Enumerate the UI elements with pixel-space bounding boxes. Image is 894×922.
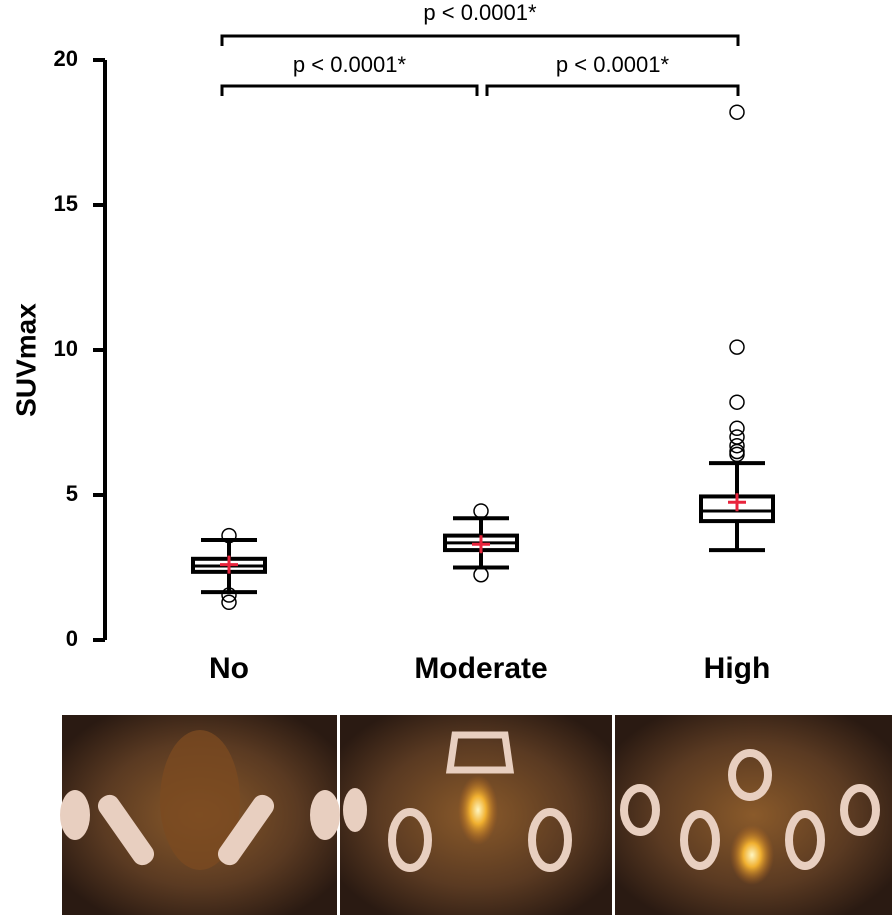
outlier: [729, 420, 745, 437]
outlier: [729, 339, 745, 355]
annotation: p < 0.0001*: [293, 52, 407, 77]
y-axis-label: SUVmax: [10, 303, 41, 417]
x-tick-label: Moderate: [414, 652, 547, 685]
y-tick-label: 15: [54, 191, 78, 216]
outlier: [221, 594, 237, 611]
outlier: [473, 503, 489, 519]
outlier: [729, 104, 745, 120]
mean-marker: [728, 493, 746, 512]
outlier: [473, 567, 489, 583]
mean-marker: [472, 535, 490, 554]
x-tick-label: High: [704, 652, 771, 685]
annotation: p < 0.0001*: [556, 52, 670, 77]
mean-marker: [220, 555, 238, 574]
outlier: [221, 587, 237, 603]
outlier: [221, 527, 237, 544]
outlier: [729, 394, 745, 410]
bracket: [485, 84, 740, 96]
y-tick-label: 10: [54, 336, 78, 361]
bracket: [220, 34, 740, 46]
ct-images: [60, 715, 892, 915]
outlier: [729, 446, 745, 463]
y-tick-label: 0: [66, 626, 78, 651]
outlier: [729, 429, 745, 445]
y-tick-label: 20: [54, 46, 78, 71]
x-tick-label: No: [209, 652, 249, 685]
outlier: [729, 437, 745, 454]
annotation: p < 0.0001*: [423, 0, 537, 25]
y-tick-label: 5: [66, 481, 78, 506]
bracket: [220, 84, 479, 96]
